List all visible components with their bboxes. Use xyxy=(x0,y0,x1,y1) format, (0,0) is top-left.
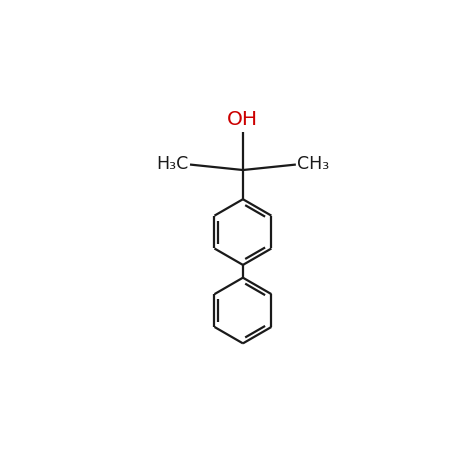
Text: CH₃: CH₃ xyxy=(297,155,329,173)
Text: OH: OH xyxy=(228,110,258,129)
Text: H₃C: H₃C xyxy=(157,155,189,173)
